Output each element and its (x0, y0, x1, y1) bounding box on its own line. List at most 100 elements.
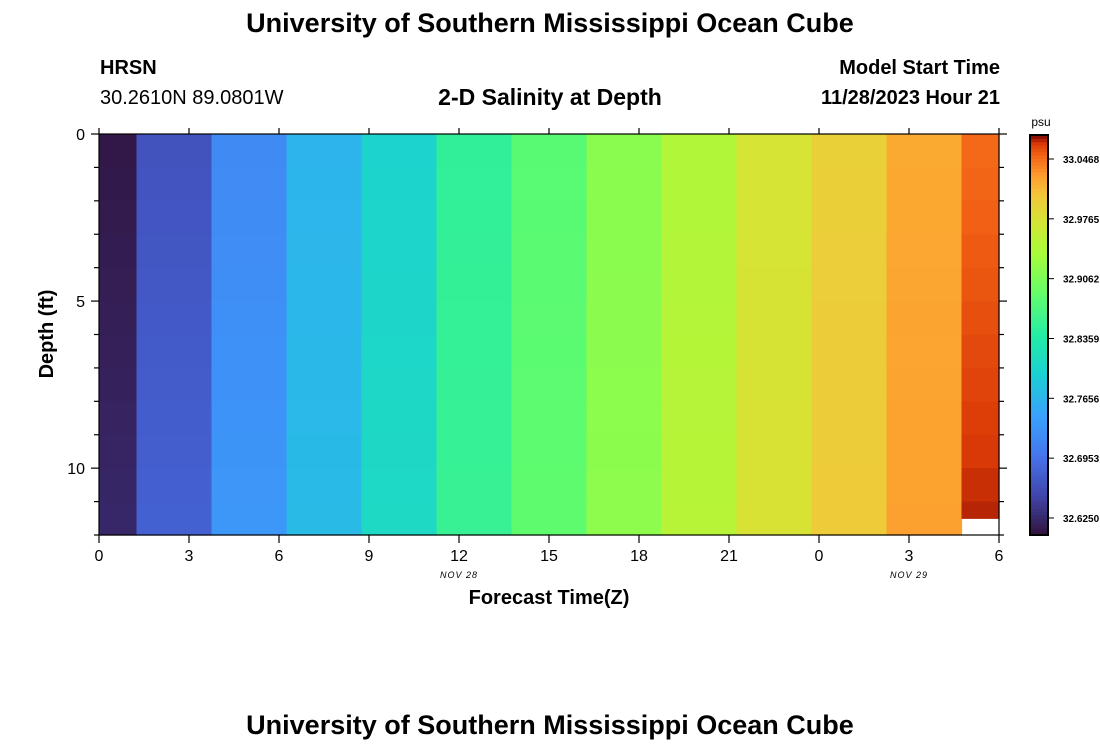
x-tick-label: 15 (540, 548, 558, 565)
heatmap-cell (99, 334, 138, 369)
heatmap-cell (99, 167, 138, 202)
heatmap-cell (886, 501, 963, 536)
model-start-value: 11/28/2023 Hour 21 (820, 87, 1000, 109)
heatmap-cell (961, 234, 1000, 269)
heatmap-cell (961, 134, 1000, 169)
y-axis: 0 5 10 (67, 127, 1007, 536)
heatmap-cell (136, 200, 213, 235)
heatmap-cell (211, 200, 288, 235)
colorbar-segment (1030, 145, 1048, 149)
colorbar-segment (1030, 475, 1048, 479)
colorbar-segment (1030, 505, 1048, 509)
heatmap-cell (361, 334, 438, 369)
colorbar-segment (1030, 365, 1048, 369)
heatmap-cell (99, 301, 138, 336)
colorbar-segment (1030, 198, 1048, 203)
colorbar-segment (1030, 425, 1048, 429)
heatmap-cell (736, 501, 813, 536)
heatmap-cells (99, 134, 1000, 536)
heatmap-cell (211, 134, 288, 169)
heatmap-cell (99, 434, 138, 469)
heatmap-cell (511, 167, 588, 202)
heatmap-cell (511, 200, 588, 235)
heatmap-cell (361, 134, 438, 169)
colorbar-segment (1030, 495, 1048, 499)
heatmap-cell (736, 301, 813, 336)
colorbar-segment (1030, 508, 1048, 513)
colorbar-segment (1030, 351, 1048, 356)
heatmap-cell (436, 334, 513, 369)
colorbar-segment (1030, 308, 1048, 313)
colorbar-segment (1030, 518, 1048, 523)
heatmap-cell (136, 167, 213, 202)
heatmap-cell (136, 367, 213, 402)
model-start-label: Model Start Time (839, 57, 1000, 79)
colorbar-segment (1030, 361, 1048, 366)
colorbar-segment (1030, 455, 1048, 459)
heatmap-cell (961, 401, 1000, 436)
colorbar-segment (1030, 511, 1048, 516)
heatmap-cell (436, 501, 513, 536)
footer-title: University of Southern Mississippi Ocean… (246, 710, 854, 740)
colorbar-segment (1030, 408, 1048, 413)
colorbar-segment (1030, 478, 1048, 483)
x-tick-label: 18 (630, 548, 648, 565)
colorbar-segment (1030, 421, 1048, 426)
heatmap-cell (661, 267, 738, 302)
heatmap-cell (136, 501, 213, 536)
x-tick-label: 0 (95, 548, 104, 565)
heatmap-cell (136, 401, 213, 436)
heatmap-cell (511, 334, 588, 369)
colorbar-segment (1030, 331, 1048, 336)
heatmap-cell (361, 468, 438, 503)
heatmap-cell (736, 267, 813, 302)
heatmap-cell (661, 434, 738, 469)
colorbar-segment (1030, 328, 1048, 333)
heatmap-cell (99, 134, 138, 169)
x-tick-label: 3 (185, 548, 194, 565)
heatmap-cell (586, 301, 663, 336)
heatmap-cell (436, 200, 513, 235)
heatmap-cell (886, 334, 963, 369)
heatmap-cell (586, 468, 663, 503)
heatmap-cell (736, 434, 813, 469)
heatmap-cell (99, 401, 138, 436)
heatmap-cell (211, 367, 288, 402)
heatmap-cell (886, 234, 963, 269)
colorbar-segment (1030, 388, 1048, 393)
colorbar-segment (1030, 218, 1048, 223)
colorbar-segment (1030, 391, 1048, 396)
heatmap-cell (586, 200, 663, 235)
colorbar-segment (1030, 445, 1048, 449)
heatmap-cell (736, 167, 813, 202)
colorbar-segment (1030, 341, 1048, 346)
heatmap-cell (99, 200, 138, 235)
heatmap-cell (586, 234, 663, 269)
colorbar-segment (1030, 291, 1048, 296)
plot-title: 2-D Salinity at Depth (438, 84, 662, 110)
colorbar-segment (1030, 278, 1048, 283)
colorbar-segment (1030, 451, 1048, 456)
heatmap-cell (661, 501, 738, 536)
colorbar-segment (1030, 435, 1048, 439)
heatmap-cell (286, 501, 363, 536)
heatmap-cell (661, 367, 738, 402)
heatmap-cell (586, 134, 663, 169)
colorbar-segment (1030, 258, 1048, 263)
heatmap-cell (286, 468, 363, 503)
heatmap-cell (361, 434, 438, 469)
colorbar-segment (1030, 231, 1048, 236)
colorbar-segment (1030, 201, 1048, 206)
heatmap-cell (586, 267, 663, 302)
heatmap-cell (961, 301, 1000, 336)
heatmap-cell (211, 234, 288, 269)
heatmap-cell (811, 301, 888, 336)
heatmap-cell (211, 401, 288, 436)
colorbar-segment (1030, 265, 1048, 269)
colorbar-segment (1030, 155, 1048, 159)
colorbar-segment (1030, 438, 1048, 443)
heatmap-cell (361, 200, 438, 235)
heatmap-cell (511, 134, 588, 169)
colorbar-segment (1030, 525, 1048, 529)
